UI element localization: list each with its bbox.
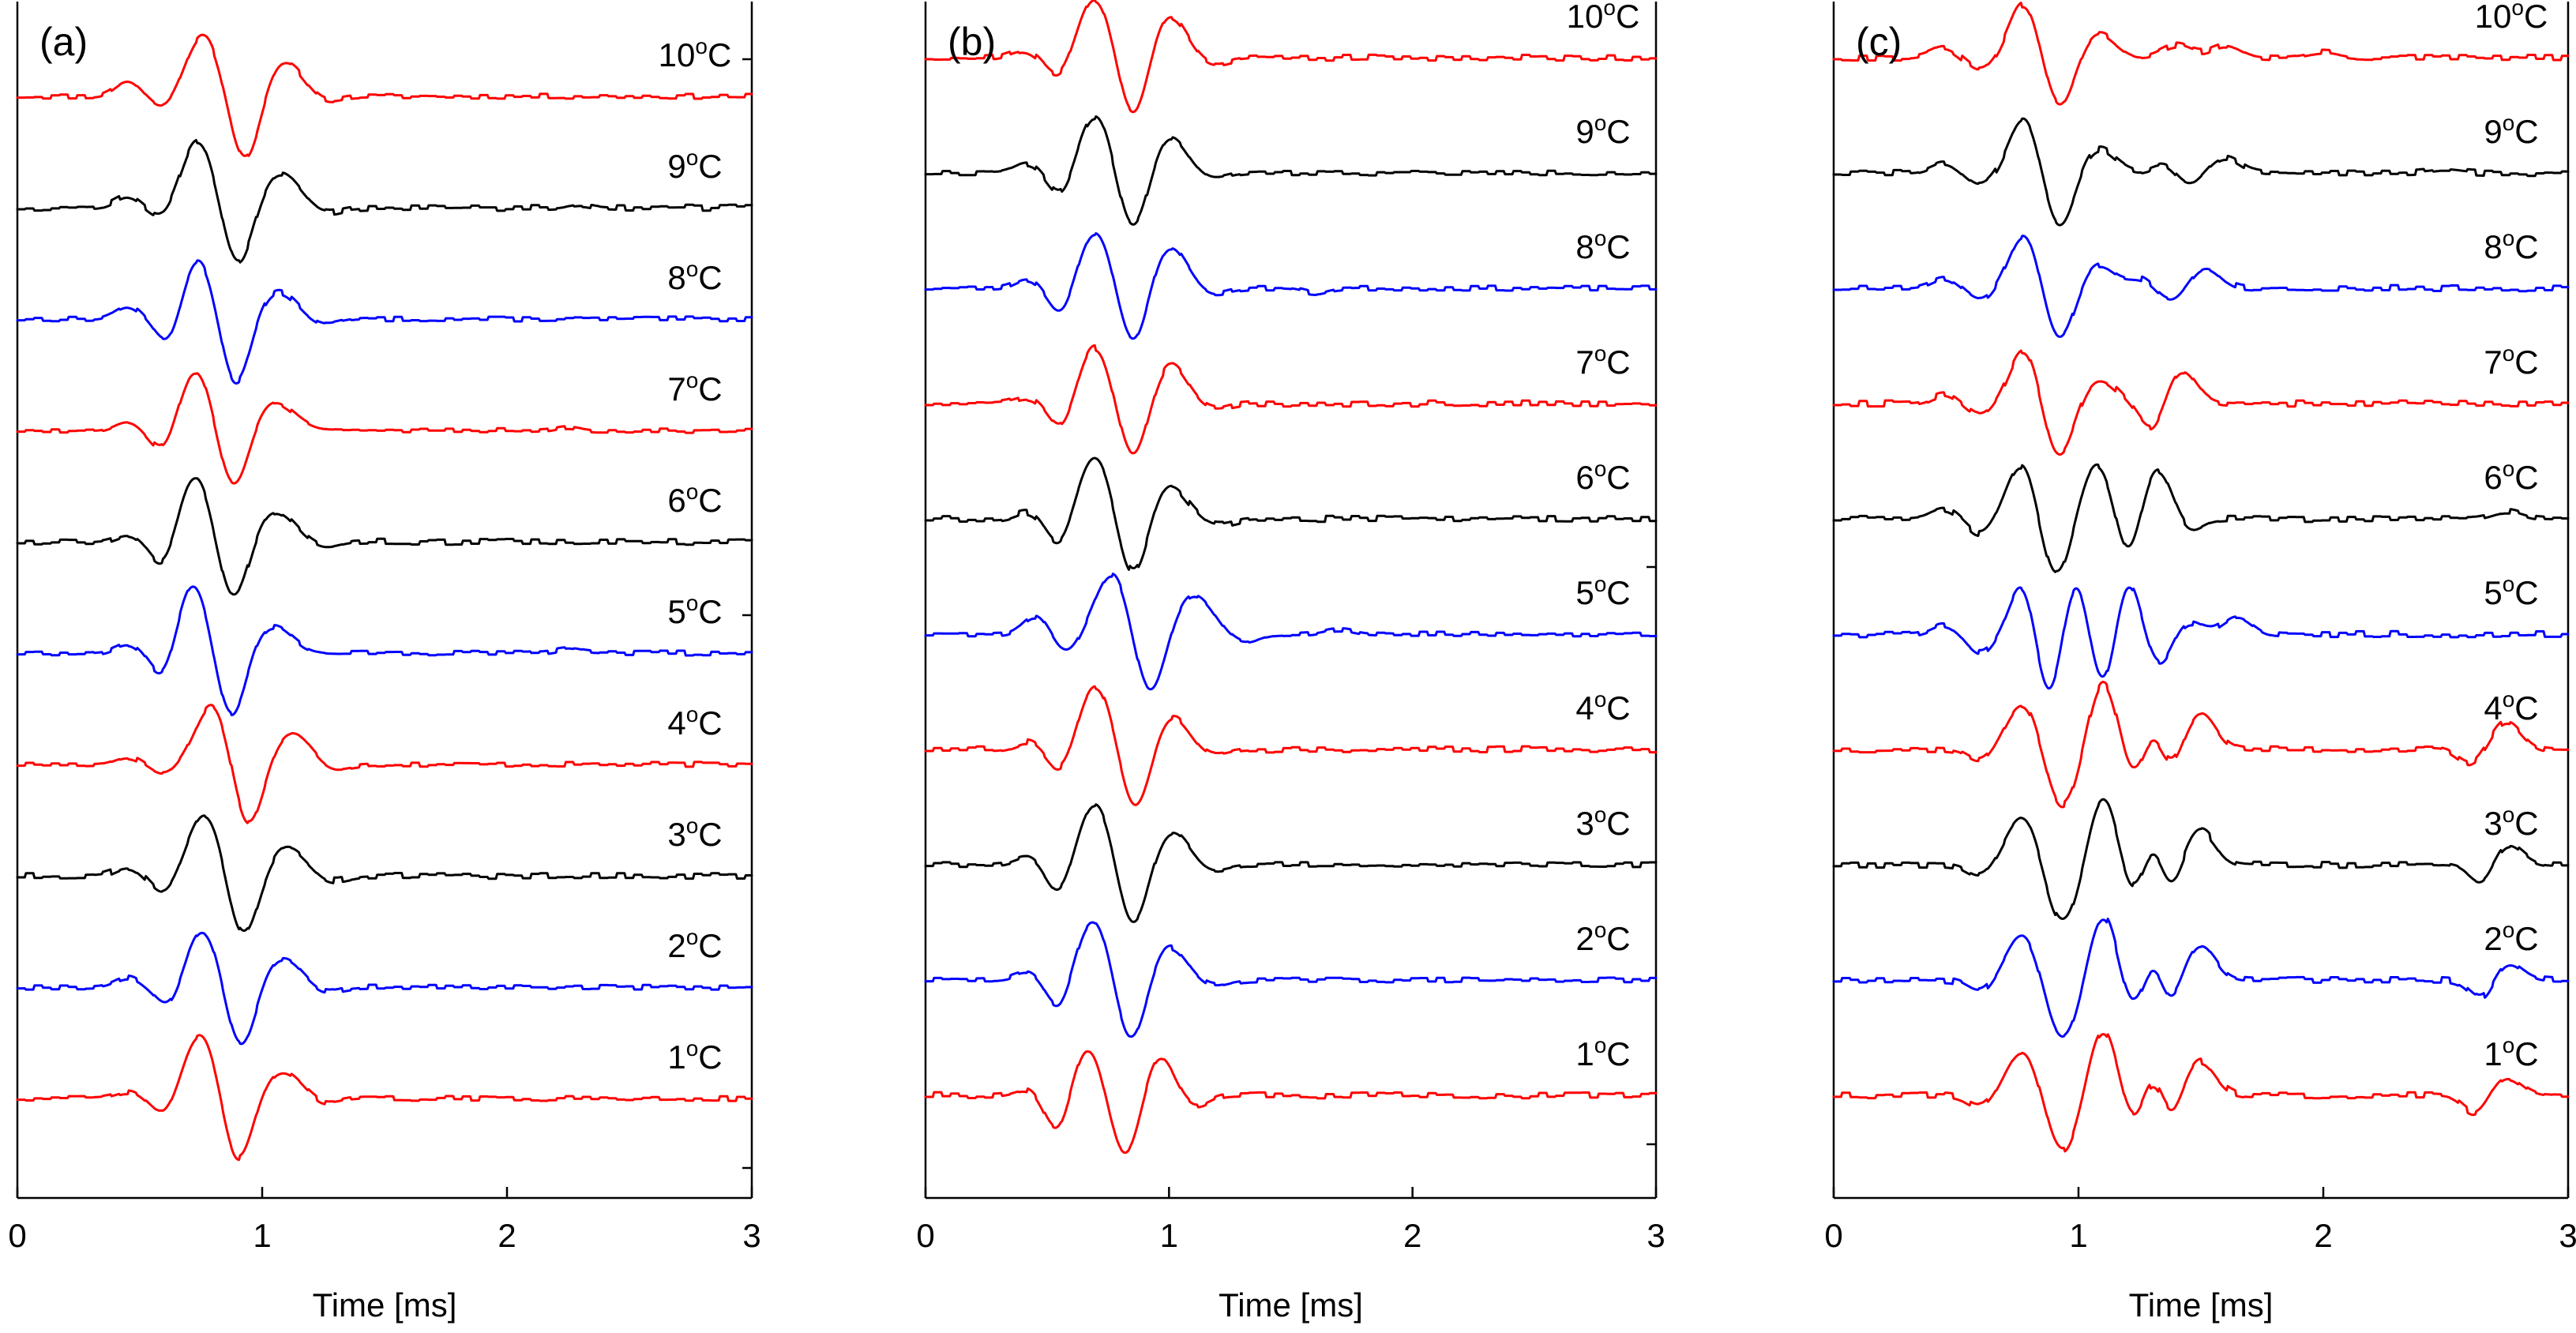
waveform-trace xyxy=(924,921,1658,1038)
waveform-trace xyxy=(924,0,1658,114)
trace-temperature-label: 8oC xyxy=(667,257,722,296)
panel-b: 0 1 2 3 Time [ms] 10oC 9oC 8oC 7oC 6oC 5oC 4oC 3oC 2o… xyxy=(916,0,1665,1324)
trace-temperature-label: 4oC xyxy=(2484,687,2538,727)
waveform-trace xyxy=(1832,463,2570,573)
trace-temperature-label: 10oC xyxy=(2475,0,2548,35)
trace-temperature-label: 6oC xyxy=(2484,456,2538,496)
trace-temperature-label: 2oC xyxy=(667,925,722,964)
trace-temperature-label: 9oC xyxy=(2484,111,2538,150)
waveform-trace xyxy=(1832,235,2570,338)
waveform-trace xyxy=(1832,117,2570,227)
waveform-trace xyxy=(924,685,1658,806)
trace-temperature-label: 5oC xyxy=(667,591,722,630)
trace-temperature-label: 6oC xyxy=(667,479,722,519)
waveform-trace xyxy=(16,259,753,385)
waveform-trace xyxy=(16,931,753,1046)
trace-temperature-label: 5oC xyxy=(1575,572,1630,611)
x-tick-label: 1 xyxy=(2069,1217,2087,1254)
trace-temperature-label: 4oC xyxy=(1575,687,1630,727)
waveform-trace xyxy=(924,232,1658,340)
x-tick-label: 2 xyxy=(498,1217,516,1254)
waveform-trace xyxy=(924,115,1658,226)
waveform-trace xyxy=(1832,2,2570,106)
panel-a: 0 1 2 3 Time [ms] 10oC 9oC 8oC 7oC 6oC 5oC 4oC 3oC 2o… xyxy=(8,2,761,1324)
waveform-trace xyxy=(16,33,753,157)
waveform-trace xyxy=(16,585,753,716)
trace-temperature-label: 10oC xyxy=(659,34,732,73)
x-tick-label: 2 xyxy=(2314,1217,2332,1254)
waveform-trace xyxy=(924,573,1658,691)
waveform-trace xyxy=(16,477,753,596)
x-tick-label: 1 xyxy=(253,1217,271,1254)
x-axis-title: Time [ms] xyxy=(2129,1286,2274,1324)
x-tick-label: 2 xyxy=(1403,1217,1421,1254)
trace-temperature-label: 8oC xyxy=(2484,226,2538,265)
trace-temperature-label: 1oC xyxy=(667,1036,722,1076)
x-tick-label: 3 xyxy=(742,1217,760,1254)
x-axis-title: Time [ms] xyxy=(1219,1286,1363,1324)
panel-label: (c) xyxy=(1856,20,1902,64)
trace-temperature-label: 6oC xyxy=(1575,456,1630,496)
waveform-trace xyxy=(16,372,753,485)
waveform-trace xyxy=(1832,918,2570,1038)
waveform-trace xyxy=(924,344,1658,455)
trace-temperature-label: 3oC xyxy=(1575,802,1630,842)
waveform-trace xyxy=(924,1050,1658,1155)
trace-temperature-label: 1oC xyxy=(2484,1033,2538,1072)
trace-temperature-label: 10oC xyxy=(1567,0,1640,35)
trace-temperature-label: 7oC xyxy=(2484,341,2538,381)
x-tick-label: 0 xyxy=(916,1217,934,1254)
waveform-trace xyxy=(16,704,753,824)
waveform-trace xyxy=(16,1034,753,1162)
waveform-trace xyxy=(1832,349,2570,456)
trace-temperature-label: 5oC xyxy=(2484,572,2538,611)
x-axis-title: Time [ms] xyxy=(313,1286,457,1324)
waveform-trace xyxy=(1832,681,2570,809)
panel-c: 0 1 2 3 Time [ms] 10oC 9oC 8oC 7oC 6oC 5oC 4oC 3oC 2o… xyxy=(1824,0,2576,1324)
waveform-trace xyxy=(924,456,1658,571)
trace-temperature-label: 3oC xyxy=(667,813,722,853)
trace-temperature-label: 8oC xyxy=(1575,226,1630,265)
x-tick-label: 0 xyxy=(1824,1217,1842,1254)
waveform-trace xyxy=(1832,798,2570,920)
x-tick-label: 0 xyxy=(8,1217,26,1254)
trace-temperature-label: 3oC xyxy=(2484,802,2538,842)
waveform-trace xyxy=(16,139,753,264)
trace-temperature-label: 1oC xyxy=(1575,1033,1630,1072)
x-tick-label: 1 xyxy=(1160,1217,1178,1254)
panel-label: (b) xyxy=(948,20,996,64)
waveform-trace xyxy=(924,803,1658,923)
x-tick-label: 3 xyxy=(2559,1217,2576,1254)
trace-temperature-label: 9oC xyxy=(1575,111,1630,150)
trace-temperature-label: 2oC xyxy=(2484,918,2538,957)
x-tick-label: 3 xyxy=(1647,1217,1665,1254)
trace-temperature-label: 4oC xyxy=(667,702,722,742)
trace-temperature-label: 7oC xyxy=(1575,341,1630,381)
panel-label: (a) xyxy=(39,20,88,64)
waveform-trace xyxy=(16,814,753,933)
trace-temperature-label: 7oC xyxy=(667,368,722,407)
waveform-trace xyxy=(1832,1033,2570,1153)
trace-temperature-label: 2oC xyxy=(1575,918,1630,957)
trace-temperature-label: 9oC xyxy=(667,145,722,185)
waveform-trace xyxy=(1832,586,2570,690)
